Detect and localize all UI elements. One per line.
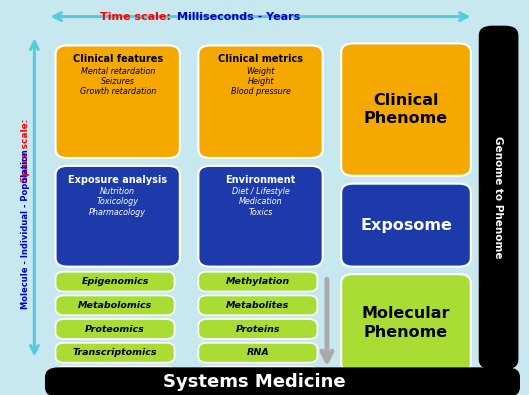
Text: Methylation: Methylation	[226, 277, 290, 286]
Text: Exposure analysis: Exposure analysis	[68, 175, 167, 184]
Text: Genome to Phenome: Genome to Phenome	[494, 136, 503, 259]
Text: Toxics: Toxics	[249, 208, 272, 217]
FancyBboxPatch shape	[341, 43, 471, 176]
FancyBboxPatch shape	[56, 295, 175, 315]
Text: Systems Medicine: Systems Medicine	[162, 373, 345, 391]
FancyBboxPatch shape	[198, 166, 323, 267]
FancyBboxPatch shape	[45, 367, 520, 395]
Text: Clinical features: Clinical features	[72, 54, 163, 64]
Text: Milliseconds - Years: Milliseconds - Years	[177, 11, 300, 22]
Text: Toxicology: Toxicology	[97, 198, 139, 207]
FancyBboxPatch shape	[198, 272, 317, 292]
Text: Epigenomics: Epigenomics	[81, 277, 149, 286]
FancyBboxPatch shape	[198, 295, 317, 315]
FancyBboxPatch shape	[56, 166, 180, 267]
Text: Diet / Lifestyle: Diet / Lifestyle	[232, 187, 289, 196]
Text: Height: Height	[247, 77, 274, 86]
Text: Molecular
Phenome: Molecular Phenome	[362, 306, 450, 340]
Text: Blood pressure: Blood pressure	[231, 87, 290, 96]
FancyBboxPatch shape	[56, 367, 175, 386]
Text: Mental retardation: Mental retardation	[80, 67, 155, 76]
Text: Metabolites: Metabolites	[226, 301, 289, 310]
Text: Weight: Weight	[247, 67, 275, 76]
Text: Nutrition: Nutrition	[100, 187, 135, 196]
FancyBboxPatch shape	[341, 274, 471, 372]
FancyBboxPatch shape	[198, 367, 317, 386]
Text: Molecule - Individual - Population: Molecule - Individual - Population	[21, 149, 30, 309]
FancyBboxPatch shape	[56, 319, 175, 339]
Text: Seizures: Seizures	[101, 77, 135, 86]
Text: Growth retardation: Growth retardation	[79, 87, 156, 96]
Text: DNA: DNA	[247, 372, 269, 381]
FancyBboxPatch shape	[56, 272, 175, 292]
FancyBboxPatch shape	[56, 343, 175, 363]
FancyBboxPatch shape	[56, 45, 180, 158]
Text: Clinical
Phenome: Clinical Phenome	[364, 93, 448, 126]
Text: Metabolomics: Metabolomics	[78, 301, 152, 310]
Text: Space scale:: Space scale:	[21, 118, 30, 182]
Text: Transcriptomics: Transcriptomics	[73, 348, 157, 357]
FancyBboxPatch shape	[341, 184, 471, 267]
Text: Time scale:: Time scale:	[100, 11, 175, 22]
Text: Medication: Medication	[239, 198, 282, 207]
FancyBboxPatch shape	[198, 45, 323, 158]
Text: Exposome: Exposome	[360, 218, 452, 233]
Text: Environment: Environment	[225, 175, 296, 184]
Text: Clinical metrics: Clinical metrics	[218, 54, 303, 64]
FancyBboxPatch shape	[198, 319, 317, 339]
Text: Proteins: Proteins	[235, 325, 280, 333]
Text: Genomics: Genomics	[89, 372, 141, 381]
FancyBboxPatch shape	[479, 26, 518, 369]
Text: Pharmacology: Pharmacology	[89, 208, 146, 217]
Text: Proteomics: Proteomics	[85, 325, 145, 333]
Text: RNA: RNA	[247, 348, 269, 357]
FancyBboxPatch shape	[198, 343, 317, 363]
